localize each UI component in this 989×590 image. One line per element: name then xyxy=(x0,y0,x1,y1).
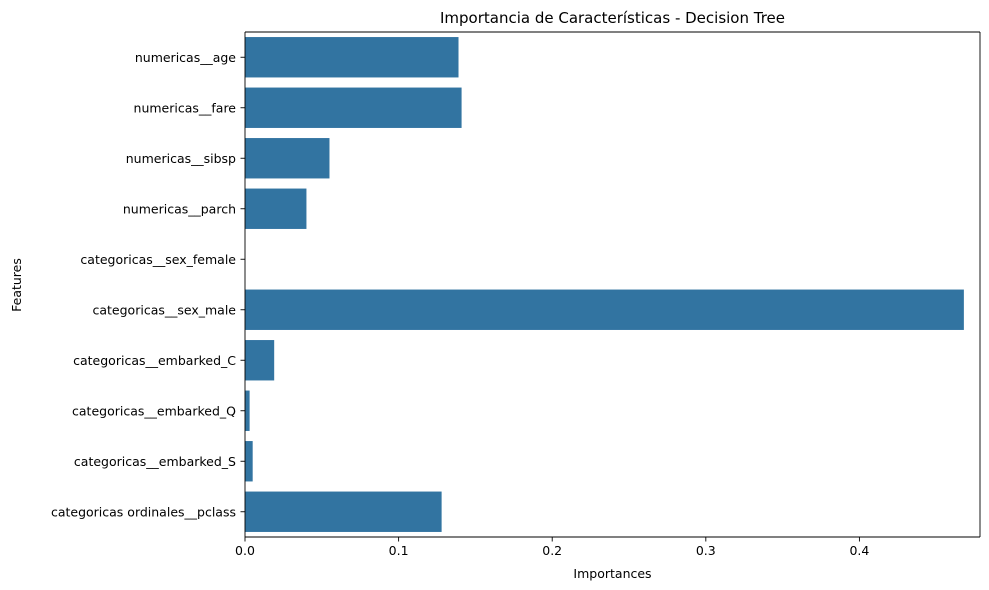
bar xyxy=(245,87,462,128)
bars-group xyxy=(245,37,964,532)
chart-title: Importancia de Características - Decisio… xyxy=(440,9,785,27)
bar xyxy=(245,441,253,482)
y-tick-label: numericas__fare xyxy=(134,100,237,115)
y-tick-label: categoricas__sex_male xyxy=(93,302,237,317)
y-tick-label: categoricas ordinales__pclass xyxy=(51,504,236,519)
y-tick-label: numericas__age xyxy=(135,50,236,65)
y-tick-label: categoricas__embarked_S xyxy=(74,454,236,469)
bar xyxy=(245,340,275,381)
x-tick-label: 0.1 xyxy=(389,543,409,558)
y-tick-label: numericas__sibsp xyxy=(126,151,236,166)
x-tick-label: 0.3 xyxy=(696,543,716,558)
axes-frame xyxy=(244,31,981,538)
y-tick-label: numericas__parch xyxy=(123,201,236,216)
y-tick-label: categoricas__embarked_Q xyxy=(72,403,236,418)
bar xyxy=(245,289,964,330)
bar xyxy=(245,491,442,532)
y-ticks-group: numericas__age numericas__fare numericas__… xyxy=(51,50,245,519)
x-tick-label: 0.2 xyxy=(542,543,562,558)
x-axis-label: Importances xyxy=(573,566,651,581)
bar xyxy=(245,37,459,78)
bar xyxy=(245,390,250,431)
x-ticks-group: 0.0 0.1 0.2 0.3 0.4 xyxy=(235,537,869,558)
bar xyxy=(245,188,307,229)
x-tick-label: 0.0 xyxy=(235,543,255,558)
y-axis-label: Features xyxy=(9,258,24,312)
x-tick-label: 0.4 xyxy=(849,543,869,558)
y-tick-label: categoricas__embarked_C xyxy=(73,353,236,368)
bar xyxy=(245,138,330,179)
y-tick-label: categoricas__sex_female xyxy=(80,252,236,267)
